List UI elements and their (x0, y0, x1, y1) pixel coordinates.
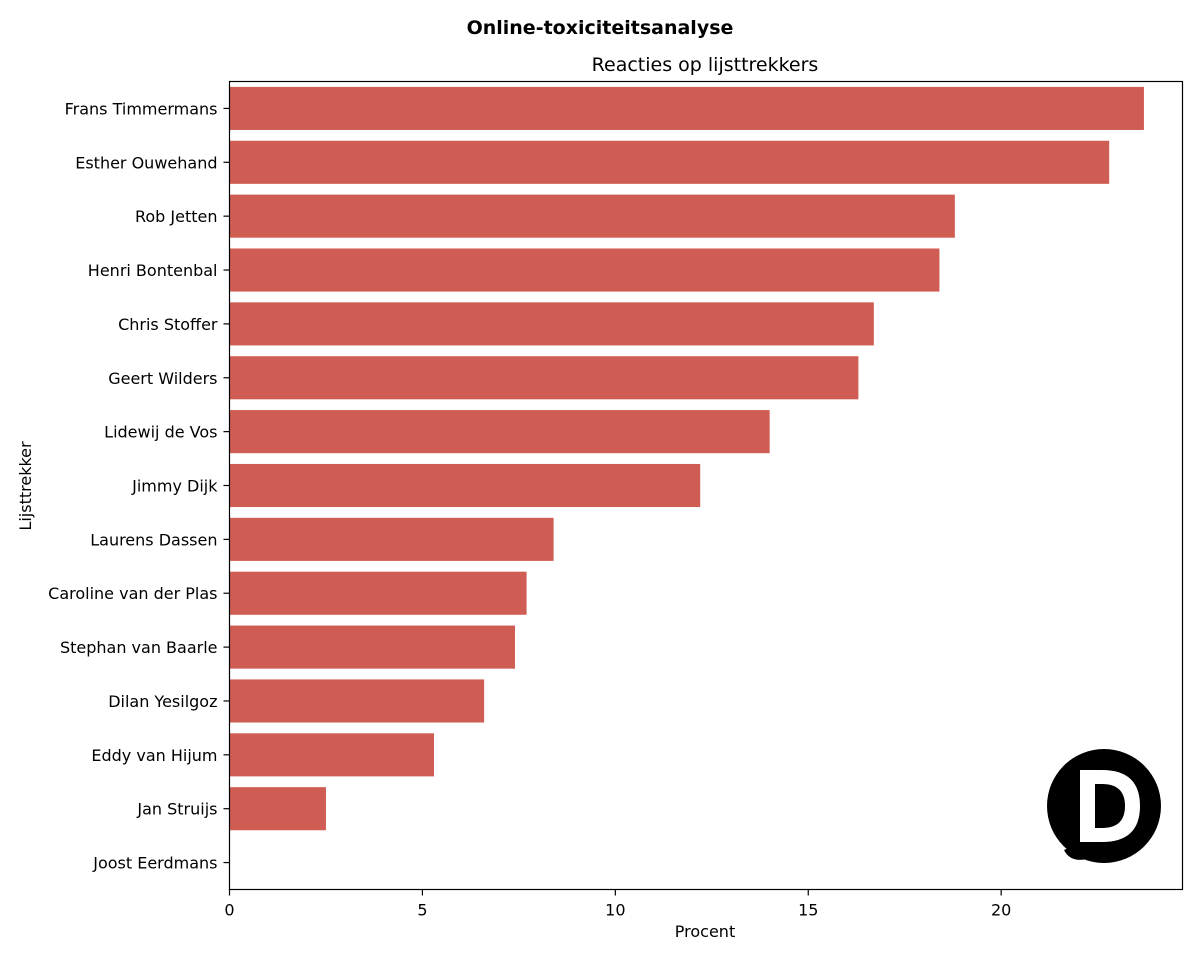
bar (229, 302, 874, 346)
bar (229, 679, 485, 723)
chart-title: Reacties op lijsttrekkers (592, 54, 819, 76)
y-tick-label: Jan Struijs (136, 800, 217, 819)
plot-frame (228, 80, 1184, 891)
x-tick-label: 5 (417, 901, 427, 920)
y-tick-label: Henri Bontenbal (88, 261, 218, 280)
x-tick-label: 20 (991, 901, 1011, 920)
y-tick-label: Joost Eerdmans (92, 854, 217, 873)
y-tick-label: Frans Timmermans (65, 99, 218, 118)
y-tick-label: Rob Jetten (135, 207, 218, 226)
bar (229, 463, 701, 508)
bar (229, 410, 770, 454)
y-tick-label: Jimmy Dijk (131, 477, 218, 496)
x-tick-label: 10 (605, 901, 625, 920)
bar (229, 787, 326, 831)
x-tick-label: 15 (798, 901, 818, 920)
bar (229, 356, 859, 400)
y-tick-label: Stephan van Baarle (60, 638, 218, 657)
d-logo-icon (1047, 749, 1161, 863)
y-tick-label: Laurens Dassen (90, 530, 217, 549)
y-tick-labels: Frans Timmermans Esther Ouwehand Rob Jette… (48, 99, 230, 873)
bar (229, 86, 1144, 130)
x-tick-label: 0 (224, 901, 234, 920)
y-tick-label: Lidewij de Vos (104, 423, 217, 442)
bar (229, 517, 554, 561)
bar (229, 625, 516, 669)
chart-suptitle: Online-toxiciteitsanalyse (467, 17, 734, 39)
bar (229, 140, 1110, 184)
y-tick-label: Chris Stoffer (118, 315, 218, 334)
x-ticks: 0 5 10 15 20 (224, 889, 1011, 920)
bar (229, 248, 940, 292)
bar (229, 733, 434, 777)
bar (229, 194, 955, 238)
y-tick-label: Dilan Yesilgoz (108, 692, 217, 711)
y-tick-label: Caroline van der Plas (48, 584, 217, 603)
bars-group (229, 86, 1144, 831)
x-axis-label: Procent (675, 922, 735, 941)
y-tick-label: Eddy van Hijum (91, 746, 217, 765)
y-tick-label: Esther Ouwehand (75, 153, 217, 172)
y-axis-label: Lijsttrekker (16, 441, 35, 531)
y-tick-label: Geert Wilders (108, 369, 217, 388)
bar (229, 571, 527, 615)
